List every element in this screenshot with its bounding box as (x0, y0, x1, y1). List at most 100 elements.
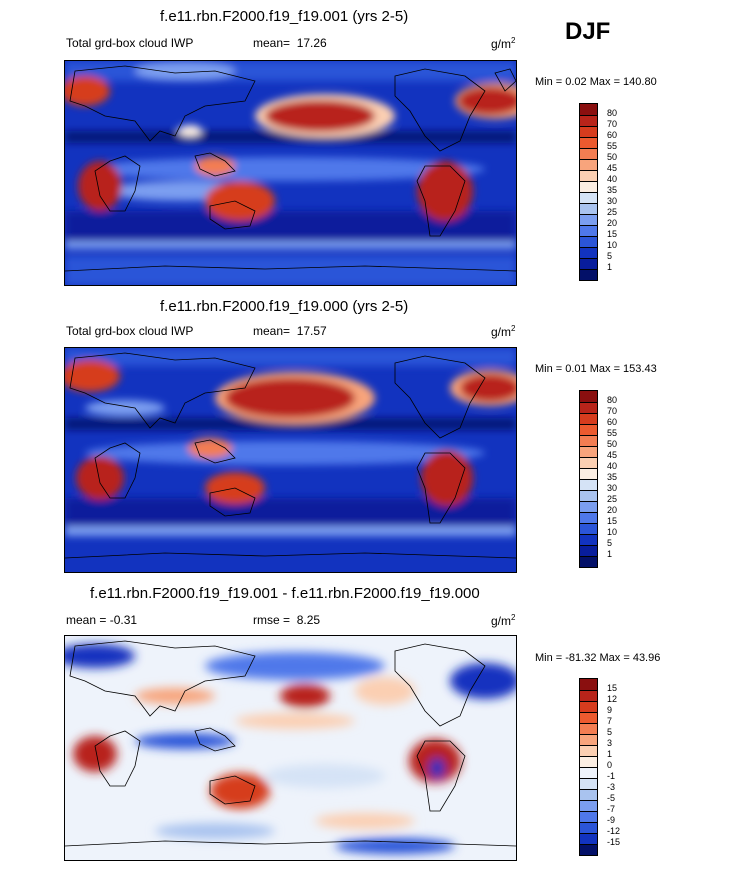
panel-3-mean-label: mean = -0.31 (66, 613, 138, 627)
panel-3-title: f.e11.rbn.F2000.f19_f19.001 - f.e11.rbn.… (90, 585, 480, 602)
panel-3-colorbar-tick-label: 1 (607, 749, 613, 759)
panel-2-colorbar-swatch (580, 556, 597, 567)
panel-1-colorbar-swatch (580, 203, 597, 214)
panel-3-colorbar-tick-label: -3 (607, 782, 616, 792)
panel-1-colorbar-tick-label: 45 (607, 163, 618, 173)
panel-2-colorbar-swatch (580, 457, 597, 468)
panel-2-colorbar-swatch (580, 402, 597, 413)
panel-1-colorbar-tick-label: 30 (607, 196, 618, 206)
panel-3-colorbar-swatch (580, 690, 597, 701)
panel-3-colorbar-tick-label: -15 (607, 837, 621, 847)
panel-2-colorbar-swatch (580, 523, 597, 534)
panel-1-colorbar-swatch (580, 247, 597, 258)
panel-3-colorbar-swatch (580, 723, 597, 734)
panel-2-colorbar-swatch (580, 545, 597, 556)
panel-3-colorbar-swatch (580, 833, 597, 844)
panel-1-colorbar-swatch (580, 225, 597, 236)
panel-2-colorbar-swatch (580, 501, 597, 512)
panel-1-variable-label: Total grd-box cloud IWP (66, 36, 194, 50)
panel-2-title: f.e11.rbn.F2000.f19_f19.000 (yrs 2-5) (160, 298, 409, 315)
panel-1-colorbar-tick-label: 70 (607, 119, 618, 129)
panel-1-colorbar-swatch (580, 104, 597, 115)
panel-2-colorbar-swatch (580, 512, 597, 523)
panel-1-colorbar-tick-label: 35 (607, 185, 618, 195)
panel-2-colorbar-tick-label: 80 (607, 395, 618, 405)
panel-3-colorbar-tick-label: -7 (607, 804, 616, 814)
panel-3-colorbar-tick-label: -9 (607, 815, 616, 825)
panel-3-colorbar-tick-label: 12 (607, 694, 618, 704)
panel-3-colorbar-swatch (580, 756, 597, 767)
panel-2-colorbar-tick-label: 1 (607, 549, 613, 559)
panel-3-colorbar-swatch (580, 811, 597, 822)
panel-2-colorbar-tick-label: 15 (607, 516, 618, 526)
panel-2-colorbar-tick-label: 10 (607, 527, 618, 537)
panel-2-colorbar-swatch (580, 446, 597, 457)
panel-3-map (64, 635, 517, 861)
panel-2-colorbar-tick-label: 30 (607, 483, 618, 493)
panel-3-colorbar-tick-label: 3 (607, 738, 613, 748)
panel-2-minmax: Min = 0.01 Max = 153.43 (535, 363, 657, 375)
panel-3-colorbar-tick-label: 15 (607, 683, 618, 693)
panel-3-colorbar-tick-label: -1 (607, 771, 616, 781)
panel-2-mean-label: mean= 17.57 (253, 324, 327, 338)
panel-1-map (64, 60, 517, 286)
panel-2-colorbar-swatch (580, 424, 597, 435)
panel-1-minmax: Min = 0.02 Max = 140.80 (535, 76, 657, 88)
panel-3-colorbar-swatch (580, 800, 597, 811)
panel-1-colorbar-swatch (580, 258, 597, 269)
panel-1-title: f.e11.rbn.F2000.f19_f19.001 (yrs 2-5) (160, 8, 409, 25)
panel-2-colorbar-tick-label: 25 (607, 494, 618, 504)
panel-1-colorbar-swatch (580, 159, 597, 170)
panel-2-colorbar-tick-label: 45 (607, 450, 618, 460)
panel-3-colorbar-swatch (580, 822, 597, 833)
panel-3-colorbar-swatch (580, 745, 597, 756)
panel-2-colorbar-tick-label: 55 (607, 428, 618, 438)
panel-3-colorbar-tick-label: 5 (607, 727, 613, 737)
panel-1-colorbar-tick-label: 50 (607, 152, 618, 162)
panel-2-colorbar-swatch (580, 534, 597, 545)
panel-3-colorbar-swatch (580, 734, 597, 745)
panel-2-stat-label: mean= (253, 324, 291, 338)
panel-1-colorbar-tick-label: 55 (607, 141, 618, 151)
panel-3-colorbar-tick-label: -12 (607, 826, 621, 836)
panel-3-colorbar-swatch (580, 712, 597, 723)
panel-2-colorbar-tick-label: 70 (607, 406, 618, 416)
panel-1-colorbar-swatch (580, 214, 597, 225)
panel-1-stat-label: mean= (253, 36, 291, 50)
panel-1-colorbar-tick-label: 10 (607, 240, 618, 250)
panel-1-colorbar (579, 103, 598, 281)
panel-2-colorbar-tick-label: 20 (607, 505, 618, 515)
panel-1-colorbar-swatch (580, 269, 597, 280)
panel-3-rmse-value: 8.25 (296, 613, 321, 627)
panel-2-colorbar-swatch (580, 479, 597, 490)
panel-3-rmse-label: rmse = 8.25 (253, 613, 320, 627)
panel-1-colorbar-swatch (580, 192, 597, 203)
season-label: DJF (565, 18, 611, 45)
panel-1-colorbar-tick-label: 15 (607, 229, 618, 239)
panel-2-colorbar-tick-label: 50 (607, 439, 618, 449)
panel-1-colorbar-swatch (580, 236, 597, 247)
panel-3-colorbar-tick-label: 9 (607, 705, 613, 715)
panel-2-colorbar-tick-label: 35 (607, 472, 618, 482)
panel-1-colorbar-tick-label: 25 (607, 207, 618, 217)
panel-2-colorbar-tick-label: 5 (607, 538, 613, 548)
panel-2-colorbar-tick-label: 60 (607, 417, 618, 427)
panel-2-map (64, 347, 517, 573)
panel-3-colorbar-tick-label: 0 (607, 760, 613, 770)
panel-3-colorbar-swatch (580, 679, 597, 690)
panel-1-mean-value: 17.26 (296, 36, 327, 50)
panel-2-colorbar-swatch (580, 413, 597, 424)
panel-1-colorbar-swatch (580, 126, 597, 137)
panel-1-units: g/m2 (491, 36, 516, 51)
panel-1-colorbar-swatch (580, 137, 597, 148)
panel-1-colorbar-swatch (580, 148, 597, 159)
panel-3-colorbar-tick-label: -5 (607, 793, 616, 803)
panel-3-colorbar (579, 678, 598, 856)
panel-1-mean-label: mean= 17.26 (253, 36, 327, 50)
panel-3-colorbar-tick-label: 7 (607, 716, 613, 726)
panel-3-colorbar-swatch (580, 778, 597, 789)
panel-1-colorbar-tick-label: 60 (607, 130, 618, 140)
panel-1-colorbar-tick-label: 1 (607, 262, 613, 272)
panel-1-colorbar-tick-label: 5 (607, 251, 613, 261)
panel-2-colorbar (579, 390, 598, 568)
